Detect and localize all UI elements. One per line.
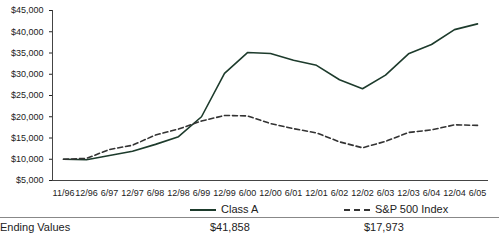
svg-text:11/96: 11/96: [53, 188, 75, 198]
svg-text:12/02: 12/02: [351, 188, 374, 198]
svg-text:12/98: 12/98: [167, 188, 190, 198]
html-text:$41,858: $41,858: [210, 220, 250, 233]
svg-text:$30,000: $30,000: [11, 69, 44, 79]
svg-text:6/04: 6/04: [423, 188, 441, 198]
html-text:$17,973: $17,973: [364, 220, 404, 233]
svg-text:12/01: 12/01: [305, 188, 328, 198]
svg-text:6/00: 6/00: [239, 188, 257, 198]
svg-text:$20,000: $20,000: [11, 112, 44, 122]
svg-text:$45,000: $45,000: [11, 5, 44, 15]
svg-text:6/03: 6/03: [377, 188, 395, 198]
svg-text:$25,000: $25,000: [11, 90, 44, 100]
svg-text:6/02: 6/02: [331, 188, 349, 198]
svg-text:12/97: 12/97: [121, 188, 144, 198]
svg-text:$35,000: $35,000: [11, 48, 44, 58]
svg-text:12/99: 12/99: [213, 188, 236, 198]
svg-text:$10,000: $10,000: [11, 154, 44, 164]
svg-text:6/98: 6/98: [147, 188, 165, 198]
html-text:Class A: Class A: [221, 202, 259, 215]
svg-text:6/99: 6/99: [193, 188, 211, 198]
svg-text:6/05: 6/05: [469, 188, 487, 198]
svg-text:$5,000: $5,000: [16, 175, 44, 185]
svg-text:12/96: 12/96: [75, 188, 98, 198]
svg-text:6/01: 6/01: [285, 188, 303, 198]
svg-text:12/03: 12/03: [397, 188, 420, 198]
svg-text:$40,000: $40,000: [11, 27, 44, 37]
svg-text:12/04: 12/04: [443, 188, 466, 198]
svg-text:6/97: 6/97: [101, 188, 119, 198]
svg-text:$15,000: $15,000: [11, 133, 44, 143]
html-text:Ending Values: Ending Values: [0, 220, 71, 233]
svg-text:12/00: 12/00: [259, 188, 282, 198]
html-text:S&P 500 Index: S&P 500 Index: [375, 202, 449, 215]
